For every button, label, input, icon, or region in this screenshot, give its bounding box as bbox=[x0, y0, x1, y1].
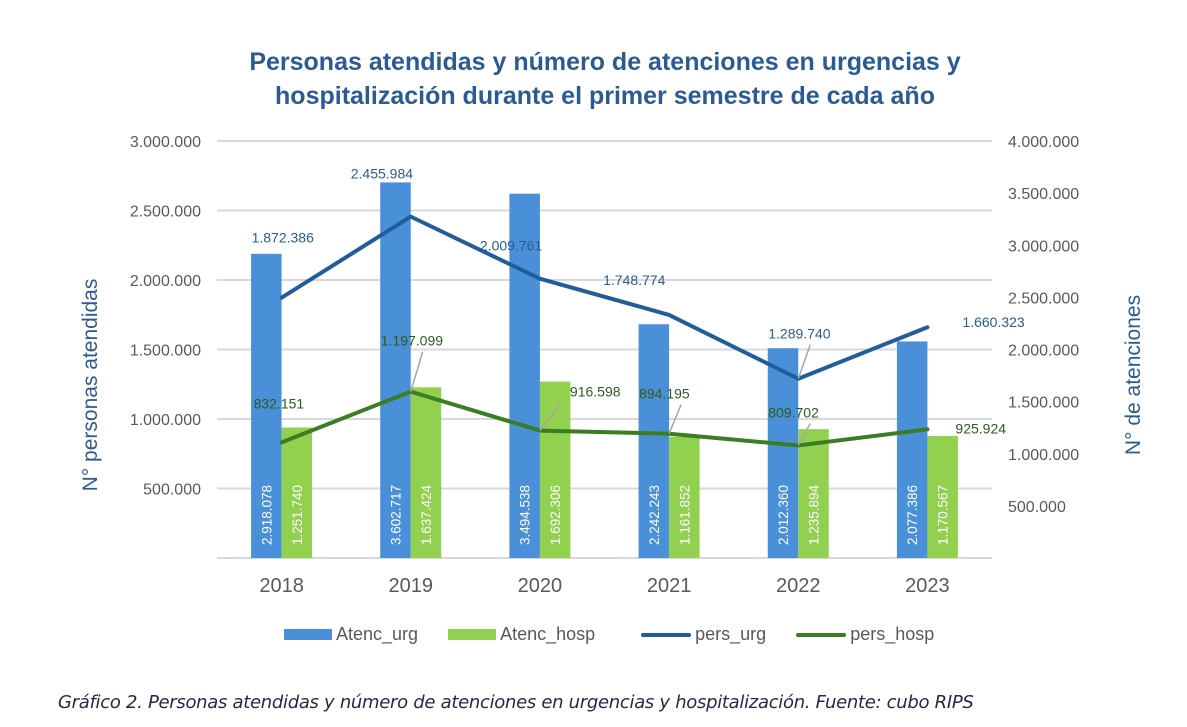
data-label-leader-line bbox=[410, 351, 424, 392]
legend-label-atenc-hosp: Atenc_hosp bbox=[500, 624, 596, 644]
line-data-label: 1.197.099 bbox=[381, 333, 443, 349]
bar-atenc-hosp bbox=[669, 436, 700, 558]
legend: Atenc_urg Atenc_hosp pers_urg pers_hosp bbox=[284, 624, 964, 645]
legend-swatch-atenc-hosp bbox=[448, 629, 497, 640]
x-axis-tick-label: 2020 bbox=[518, 575, 563, 597]
bar-data-label: 3.494.538 bbox=[518, 485, 533, 545]
bar-data-label: 1.161.852 bbox=[677, 485, 692, 545]
legend-item-pers-urg: pers_urg bbox=[641, 624, 766, 645]
x-axis-tick-label: 2022 bbox=[776, 575, 821, 597]
line-data-label: 809.702 bbox=[768, 404, 819, 420]
x-axis-tick-label: 2019 bbox=[389, 575, 434, 597]
bar-data-label: 3.602.717 bbox=[389, 485, 404, 545]
line-pers-urg bbox=[279, 214, 930, 381]
legend-item-atenc-hosp: Atenc_hosp bbox=[448, 624, 595, 645]
left-axis-tick-label: 1.500.000 bbox=[130, 343, 201, 360]
line-data-label: 2.455.984 bbox=[351, 166, 413, 182]
legend-label-pers-urg: pers_urg bbox=[695, 624, 767, 644]
left-axis-tick-label: 500.000 bbox=[143, 482, 201, 499]
chart-title-line-1: Personas atendidas y número de atencione… bbox=[249, 48, 961, 76]
right-axis-tick-label: 2.500.000 bbox=[1008, 290, 1079, 307]
bar-atenc-urg bbox=[380, 182, 411, 558]
bar-data-label: 1.637.424 bbox=[419, 484, 434, 545]
bar-atenc-hosp bbox=[927, 435, 958, 558]
legend-swatch-pers-hosp bbox=[796, 632, 847, 637]
data-label-leader-line bbox=[539, 402, 563, 432]
legend-item-pers-hosp: pers_hosp bbox=[796, 624, 934, 645]
line-data-label: 1.660.323 bbox=[962, 314, 1024, 330]
figure-caption: Gráfico 2. Personas atendidas y número d… bbox=[58, 692, 974, 713]
left-axis-tick-label: 2.500.000 bbox=[130, 204, 201, 221]
bar-atenc-urg bbox=[509, 193, 540, 559]
data-label-leader-line bbox=[668, 404, 682, 434]
bar-data-label: 1.251.740 bbox=[290, 485, 305, 545]
chart-title-line-2: hospitalización durante el primer semest… bbox=[275, 82, 935, 110]
data-label-leader-line bbox=[797, 344, 811, 379]
bar-atenc-hosp bbox=[410, 387, 442, 558]
bar-data-label: 1.692.306 bbox=[548, 485, 563, 545]
bar-data-label: 2.242.243 bbox=[647, 485, 662, 545]
bar-atenc-urg bbox=[251, 253, 282, 558]
right-axis-tick-label: 1.000.000 bbox=[1008, 447, 1079, 464]
left-axis-title: N° personas atendidas bbox=[79, 279, 102, 492]
bar-atenc-hosp bbox=[281, 427, 313, 558]
bar-data-label: 1.235.894 bbox=[807, 484, 822, 545]
line-data-label: 894.195 bbox=[639, 386, 690, 402]
legend-label-atenc-urg: Atenc_urg bbox=[336, 624, 419, 644]
bar-data-label: 2.012.360 bbox=[776, 485, 791, 545]
left-axis-tick-label: 3.000.000 bbox=[130, 134, 201, 151]
line-data-label: 1.289.740 bbox=[768, 326, 830, 342]
right-axis-tick-label: 3.000.000 bbox=[1008, 238, 1079, 255]
right-axis-title: N° de atenciones bbox=[1122, 295, 1145, 455]
line-data-label: 1.748.774 bbox=[603, 272, 665, 288]
legend-swatch-atenc-urg bbox=[284, 629, 332, 640]
line-data-label: 832.151 bbox=[254, 395, 305, 411]
line-data-label: 1.872.386 bbox=[252, 230, 314, 246]
line-data-label: 916.598 bbox=[570, 384, 621, 400]
right-axis-tick-label: 4.000.000 bbox=[1008, 134, 1079, 151]
bar-data-label: 2.918.078 bbox=[259, 485, 274, 545]
legend-swatch-pers-urg bbox=[641, 632, 692, 637]
bar-data-label: 1.170.567 bbox=[936, 485, 951, 545]
data-label-leader-line bbox=[797, 423, 811, 446]
right-axis-tick-label: 3.500.000 bbox=[1008, 186, 1079, 203]
legend-label-pers-hosp: pers_hosp bbox=[850, 624, 935, 644]
left-axis-tick-label: 2.000.000 bbox=[130, 273, 201, 290]
line-pers-hosp bbox=[279, 389, 930, 448]
legend-item-atenc-urg: Atenc_urg bbox=[284, 624, 418, 645]
line-data-label: 925.924 bbox=[955, 420, 1006, 436]
right-axis-tick-label: 2.000.000 bbox=[1008, 343, 1079, 360]
x-axis-tick-label: 2018 bbox=[259, 575, 304, 597]
left-axis-tick-label: 1.000.000 bbox=[130, 412, 201, 429]
right-axis-tick-label: 500.000 bbox=[1008, 499, 1066, 516]
x-axis-tick-label: 2023 bbox=[905, 575, 950, 597]
bar-data-label: 2.077.386 bbox=[905, 485, 920, 545]
right-axis-tick-label: 1.500.000 bbox=[1008, 395, 1079, 412]
bar-atenc-urg bbox=[896, 341, 928, 558]
x-axis-tick-label: 2021 bbox=[647, 575, 692, 597]
bar-atenc-hosp bbox=[798, 429, 829, 558]
bar-atenc-urg bbox=[767, 348, 799, 558]
line-data-label: 2.009.761 bbox=[480, 238, 542, 254]
bar-atenc-urg bbox=[638, 324, 670, 558]
